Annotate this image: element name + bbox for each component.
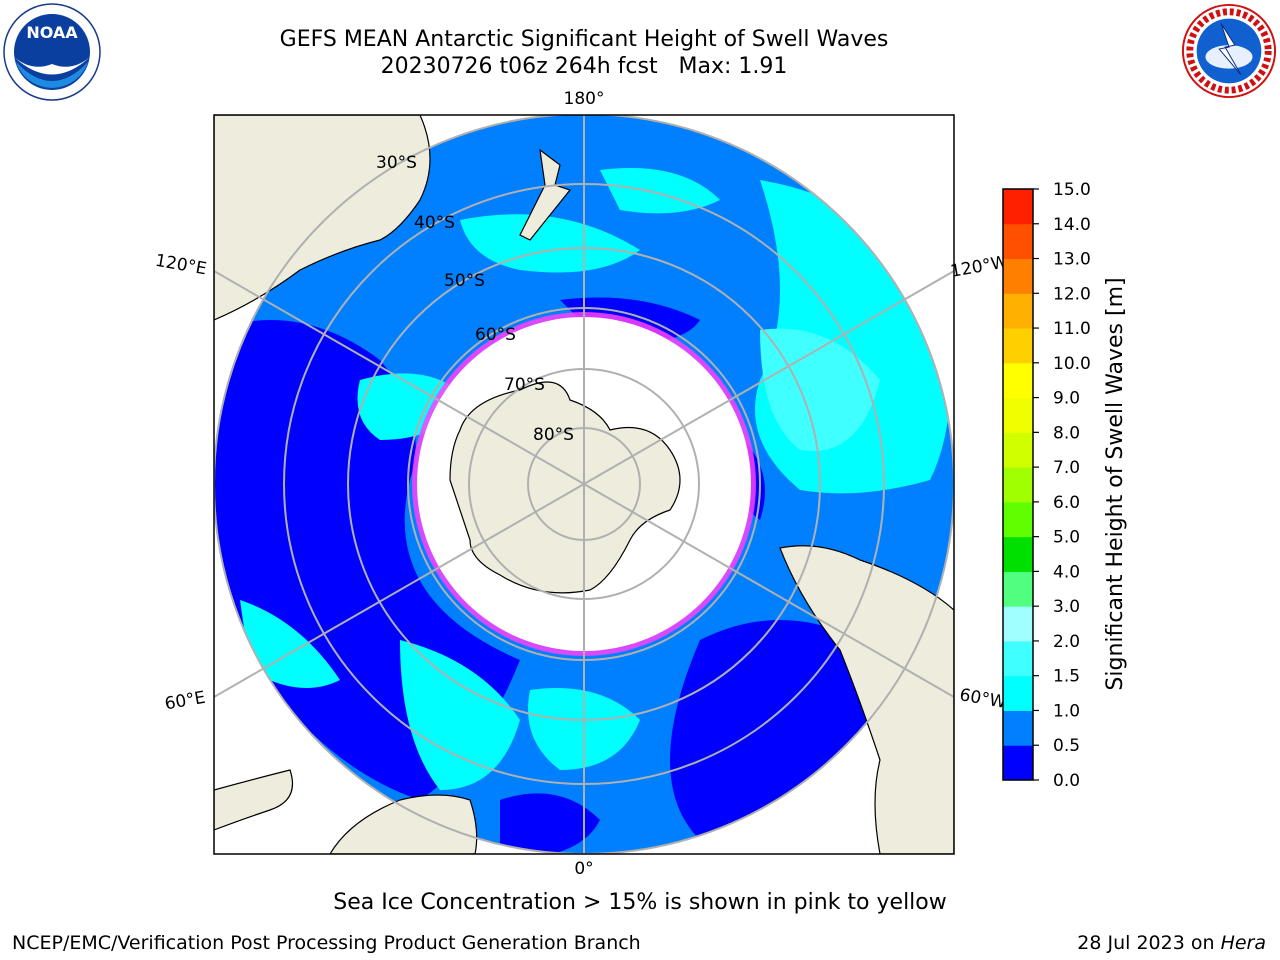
colorbar-label-text: Significant Height of Swell Waves [m]	[1103, 277, 1128, 691]
colorbar-swatch	[1003, 293, 1033, 329]
colorbar-swatch	[1003, 189, 1033, 225]
colorbar-swatch	[1003, 745, 1033, 781]
lon-label-0: 0°	[574, 859, 593, 879]
colorbar-swatch	[1003, 432, 1033, 468]
colorbar-swatch	[1003, 362, 1033, 399]
colorbar-swatch	[1003, 328, 1033, 364]
colorbar-tick-label: 1.5	[1053, 667, 1080, 687]
colorbar-swatch	[1003, 467, 1033, 503]
lat-label-50s: 50°S	[444, 271, 485, 291]
lon-label-60e: 60°E	[163, 688, 207, 715]
lon-label-60w: 60°W	[958, 685, 1008, 713]
chart-subtitle: 20230726 t06z 264h fcst Max: 1.91	[380, 54, 788, 79]
colorbar-label: Significant Height of Swell Waves [m]	[1103, 277, 1129, 690]
lat-label-60s: 60°S	[475, 325, 516, 345]
colorbar-tick-label: 7.0	[1053, 458, 1080, 478]
colorbar-tick-label: 1.0	[1053, 701, 1080, 721]
colorbar-tick-label: 0.0	[1053, 771, 1080, 791]
colorbar-tick-label: 6.0	[1053, 493, 1080, 513]
new-zealand-land	[519, 148, 572, 241]
colorbar-swatch	[1003, 397, 1033, 433]
colorbar-tick-label: 5.0	[1053, 528, 1080, 548]
lat-label-80s: 80°S	[533, 425, 574, 445]
colorbar-swatch	[1003, 675, 1033, 711]
lon-label-180: 180°	[564, 89, 605, 109]
lat-labels: 30°S 40°S 50°S 60°S 70°S 80°S	[376, 153, 574, 445]
svg-text:NOAA: NOAA	[26, 23, 78, 42]
lon-labels: 180° 120°E 120°W 60°E 60°W 0°	[154, 89, 1010, 879]
colorbar-swatch	[1003, 710, 1033, 746]
colorbar-tick-label: 8.0	[1053, 423, 1080, 443]
colorbar-swatch	[1003, 223, 1033, 260]
lat-label-40s: 40°S	[414, 213, 455, 233]
colorbar-tick-label: 15.0	[1053, 180, 1091, 200]
noaa-logo-icon: NOAA	[3, 3, 101, 101]
colorbar-tick-label: 10.0	[1053, 354, 1091, 374]
colorbar-swatch	[1003, 258, 1033, 294]
footer-date-text: 28 Jul 2023 on	[1077, 932, 1221, 954]
lat-label-30s: 30°S	[376, 153, 417, 173]
colorbar-swatch	[1003, 606, 1033, 642]
colorbar-swatch	[1003, 571, 1033, 607]
colorbar-tick-label: 13.0	[1053, 250, 1091, 270]
colorbar-tick-label: 14.0	[1053, 215, 1091, 235]
colorbar-swatch	[1003, 536, 1033, 572]
africa-land	[329, 794, 478, 854]
colorbar-swatch	[1003, 501, 1033, 538]
footer-host: Hera	[1220, 932, 1266, 954]
lon-grid	[214, 115, 954, 854]
colorbar: 0.0 0.5 1.0 1.5 2.0 3.0 4.0 5.0 6.0 7.0 8.0 9.0 10.0…	[1002, 180, 1091, 791]
map-frame	[213, 114, 955, 855]
lat-label-70s: 70°S	[504, 375, 545, 395]
footer-date: 28 Jul 2023 on Hera	[1077, 932, 1266, 954]
colorbar-tick-label: 4.0	[1053, 562, 1080, 582]
colorbar-tick-label: 2.0	[1053, 632, 1080, 652]
madagascar-land	[214, 769, 294, 831]
chart-title: GEFS MEAN Antarctic Significant Height o…	[279, 27, 889, 52]
colorbar-tick-label: 11.0	[1053, 319, 1091, 339]
colorbar-tick-label: 3.0	[1053, 597, 1080, 617]
lon-label-120e: 120°E	[154, 251, 208, 280]
colorbar-tick-label: 0.5	[1053, 736, 1080, 756]
caption: Sea Ice Concentration > 15% is shown in …	[333, 890, 947, 915]
nws-logo-icon	[1181, 3, 1277, 99]
lon-label-120w: 120°W	[949, 252, 1010, 282]
footer-branch: NCEP/EMC/Verification Post Processing Pr…	[12, 932, 641, 954]
colorbar-frame	[1002, 188, 1034, 781]
colorbar-tick-label: 9.0	[1053, 389, 1080, 409]
colorbar-tick-label: 12.0	[1053, 284, 1091, 304]
colorbar-swatch	[1003, 640, 1033, 677]
